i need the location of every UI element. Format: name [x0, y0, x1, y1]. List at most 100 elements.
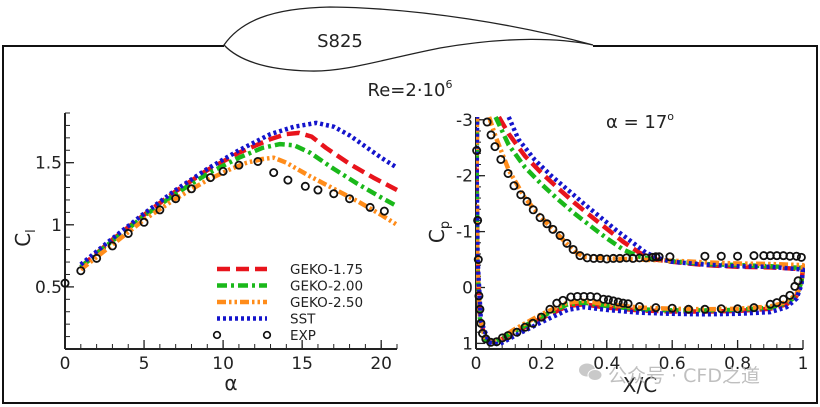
exp-marker: [76, 266, 86, 276]
exp-marker: [778, 294, 788, 304]
exp-marker: [509, 181, 519, 191]
x-tick-label: 20: [370, 354, 392, 374]
exp-marker: [155, 205, 165, 215]
exp-marker: [234, 160, 244, 170]
y-tick-label: 0.5: [35, 278, 62, 298]
exp-marker: [269, 168, 279, 178]
exp-marker: [503, 331, 513, 341]
legend-label: EXP: [290, 328, 316, 344]
frame-border: [2, 45, 818, 404]
x-tick-label: 0.4: [593, 354, 620, 374]
legend-label: SST: [290, 312, 316, 328]
exp-marker: [123, 228, 133, 238]
svg-text:Cp: Cp: [425, 221, 453, 243]
series-geko-1-75: [79, 130, 399, 269]
series-geko-2-00: [79, 141, 399, 269]
exp-marker: [503, 168, 513, 178]
exp-marker: [92, 253, 102, 263]
y-tick-label: 0: [462, 279, 473, 299]
x-tick-label: 0.2: [528, 354, 555, 374]
exp-marker: [618, 298, 628, 308]
legend-item-geko-2-50: GEKO-2.50: [217, 295, 363, 311]
cp-axes: 0 0.2 0.4 0.6 0.8 1-3-2-101: [456, 111, 808, 374]
exp-marker: [345, 194, 355, 204]
exp-marker: [733, 251, 743, 261]
exp-marker: [474, 291, 484, 301]
exp-marker: [700, 251, 710, 261]
alpha-annotation: α = 17o: [606, 110, 674, 133]
exp-marker: [522, 196, 532, 206]
exp-marker: [555, 231, 565, 241]
cp-xlabel: X/C: [623, 373, 657, 397]
exp-marker: [542, 219, 552, 229]
x-tick-label: 0: [60, 354, 71, 374]
lift-axes: 0 5 10 15 20 0.5 1 1.5: [35, 112, 398, 374]
exp-marker: [139, 217, 149, 227]
exp-marker: [545, 304, 555, 314]
exp-marker: [186, 184, 196, 194]
series-sst: [79, 120, 399, 267]
legend-item-geko-2-00: GEKO-2.00: [217, 279, 363, 295]
x-tick-label: 0.8: [724, 354, 751, 374]
exp-marker: [793, 276, 803, 286]
exp-marker: [651, 303, 661, 313]
exp-marker: [253, 156, 263, 166]
x-tick-label: 10: [212, 354, 234, 374]
exp-marker: [473, 255, 483, 265]
exp-marker: [548, 224, 558, 234]
exp-marker: [475, 304, 485, 314]
exp-marker: [365, 202, 375, 212]
exp-marker: [603, 295, 613, 305]
exp-marker: [218, 166, 228, 176]
legend-item-sst: SST: [217, 312, 316, 328]
exp-marker: [716, 304, 726, 314]
exp-marker: [665, 252, 675, 262]
airfoil-shape: [223, 6, 594, 72]
x-tick-label: 15: [291, 354, 313, 374]
legend-label: GEKO-1.75: [290, 262, 363, 278]
reynolds-text: Re=2·10: [368, 80, 446, 101]
exp-marker: [490, 142, 500, 152]
exp-marker: [684, 304, 694, 314]
x-tick-label: 0.6: [659, 354, 686, 374]
exp-marker: [568, 244, 578, 254]
exp-marker: [558, 295, 568, 305]
exp-marker: [536, 312, 546, 322]
y-tick-label: 1: [51, 216, 62, 236]
exp-marker: [473, 215, 483, 225]
exp-marker: [733, 304, 743, 314]
exp-marker: [329, 189, 339, 199]
lift-ylabel: Cl: [11, 229, 39, 247]
series-geko-2-00: [476, 116, 805, 344]
legend-item-geko-1-75: GEKO-1.75: [217, 262, 363, 278]
y-tick-label: -3: [456, 111, 473, 131]
x-tick-label: 5: [139, 354, 150, 374]
exp-marker: [379, 206, 389, 216]
exp-marker: [613, 297, 623, 307]
exp-marker: [635, 302, 645, 312]
exp-marker: [528, 318, 538, 328]
exp-marker: [492, 337, 502, 347]
reynolds-exponent: 6: [445, 78, 452, 91]
y-tick-label: 1: [462, 334, 473, 354]
legend-marker: [262, 330, 272, 340]
watermark: 公众号 · CFD之道: [579, 363, 760, 387]
exp-marker: [791, 251, 801, 261]
exp-marker: [535, 213, 545, 223]
exp-marker: [608, 296, 618, 306]
y-tick-label: -2: [456, 167, 473, 187]
exp-marker: [512, 327, 522, 337]
exp-marker: [496, 154, 506, 164]
series-sst: [476, 116, 805, 347]
x-tick-label: 1: [798, 354, 809, 374]
lift-xlabel: α: [224, 371, 237, 395]
exp-marker: [562, 238, 572, 248]
exp-marker: [107, 241, 117, 251]
exp-marker: [472, 146, 482, 156]
exp-marker: [300, 181, 310, 191]
exp-marker: [486, 130, 496, 140]
cp-series: [472, 115, 806, 347]
exp-marker: [476, 318, 486, 328]
exp-marker: [205, 173, 215, 183]
exp-marker: [667, 303, 677, 313]
